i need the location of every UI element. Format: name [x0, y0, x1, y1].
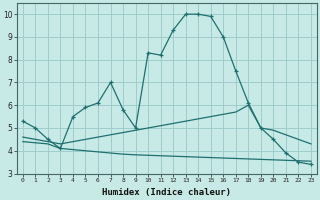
X-axis label: Humidex (Indice chaleur): Humidex (Indice chaleur): [102, 188, 231, 197]
